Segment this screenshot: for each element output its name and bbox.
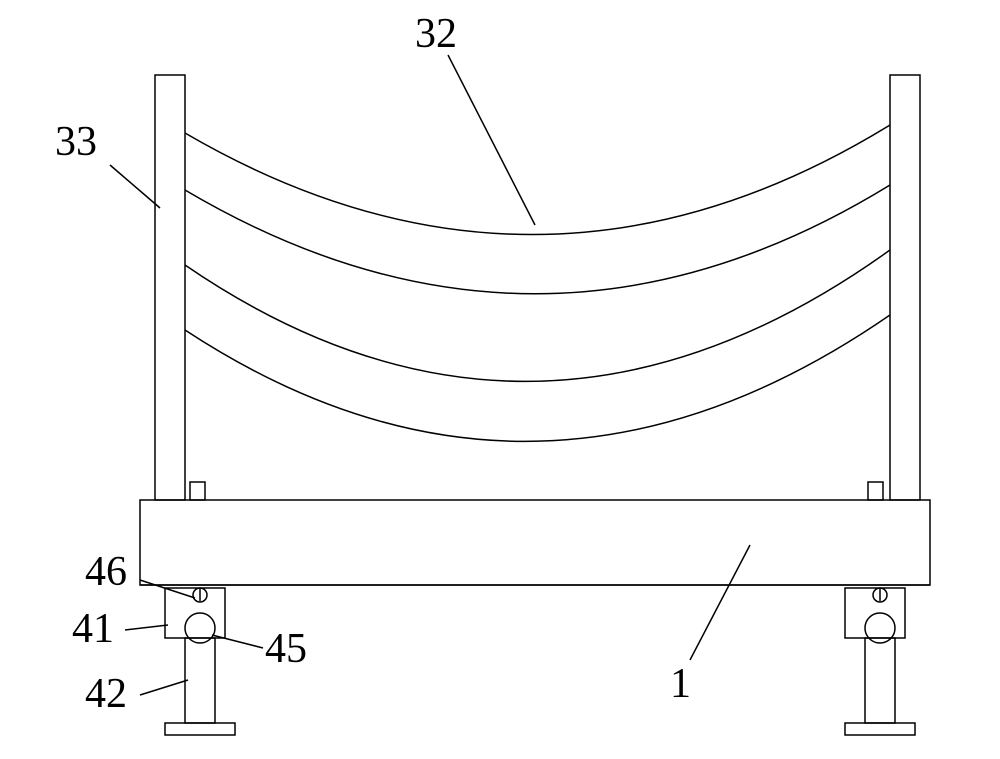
label-42: 42	[85, 670, 127, 718]
diagram-canvas	[0, 0, 1000, 759]
label-32: 32	[415, 10, 457, 58]
label-33: 33	[55, 118, 97, 166]
label-45: 45	[265, 625, 307, 673]
label-41: 41	[72, 605, 114, 653]
label-1: 1	[670, 660, 691, 708]
label-46: 46	[85, 548, 127, 596]
